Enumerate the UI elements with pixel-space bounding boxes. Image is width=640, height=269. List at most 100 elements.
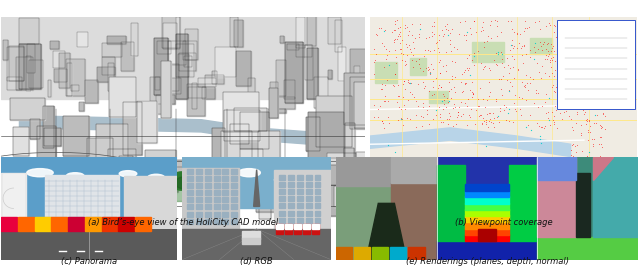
Point: [444, 42, 454, 46]
Bar: [279, 203, 285, 208]
Bar: [187, 183, 193, 188]
Point: [369, 162, 380, 166]
Point: [532, 61, 542, 66]
Point: [390, 37, 400, 41]
Point: [368, 175, 378, 179]
Point: [477, 164, 488, 169]
Point: [593, 39, 604, 43]
Point: [569, 58, 579, 62]
Point: [395, 206, 405, 210]
Point: [446, 48, 456, 53]
Point: [548, 120, 559, 124]
Point: [396, 51, 406, 55]
Point: [410, 36, 420, 40]
Point: [536, 44, 546, 48]
Bar: [155, 77, 159, 90]
Point: [486, 19, 496, 23]
Point: [574, 55, 584, 59]
Bar: [214, 183, 220, 188]
Point: [478, 172, 488, 177]
Point: [430, 186, 440, 190]
Point: [394, 40, 404, 45]
Point: [536, 104, 547, 108]
Bar: [538, 157, 638, 260]
Bar: [285, 224, 292, 234]
Point: [537, 209, 547, 213]
Point: [553, 49, 563, 54]
Point: [529, 57, 539, 61]
Point: [434, 157, 444, 161]
Point: [413, 104, 423, 108]
Point: [547, 109, 557, 114]
Bar: [339, 47, 346, 81]
Point: [547, 199, 557, 203]
Point: [505, 213, 515, 217]
Point: [538, 179, 548, 183]
Point: [460, 82, 470, 86]
Point: [381, 78, 392, 82]
Point: [417, 200, 427, 204]
Point: [511, 210, 522, 214]
Bar: [223, 219, 228, 224]
Point: [567, 143, 577, 147]
Point: [577, 149, 588, 153]
Point: [543, 54, 553, 58]
Bar: [223, 92, 259, 132]
Point: [474, 114, 484, 119]
Bar: [250, 101, 257, 112]
Bar: [26, 56, 31, 91]
Bar: [314, 182, 321, 187]
Point: [598, 161, 609, 166]
Point: [384, 190, 394, 194]
Point: [434, 60, 444, 64]
Point: [582, 200, 593, 204]
Bar: [232, 204, 237, 210]
Point: [591, 210, 601, 214]
Point: [477, 116, 488, 120]
Bar: [120, 156, 133, 180]
Point: [425, 205, 435, 209]
Bar: [54, 69, 67, 82]
Point: [580, 190, 590, 194]
Point: [575, 155, 585, 159]
Point: [449, 44, 459, 49]
Bar: [288, 203, 294, 208]
Point: [459, 202, 469, 206]
Point: [561, 207, 572, 212]
Bar: [354, 247, 370, 260]
Point: [483, 194, 493, 199]
Point: [446, 86, 456, 91]
Text: (e) Renderings (planes, depth, normal): (e) Renderings (planes, depth, normal): [406, 257, 569, 266]
Point: [380, 44, 390, 48]
Point: [427, 191, 437, 195]
Point: [431, 40, 442, 44]
Point: [582, 130, 593, 134]
Point: [452, 200, 462, 204]
Point: [429, 210, 439, 214]
Point: [584, 56, 595, 61]
Point: [467, 90, 477, 94]
Bar: [314, 77, 328, 108]
Point: [570, 210, 580, 215]
Point: [597, 187, 607, 192]
Point: [501, 118, 511, 122]
Point: [436, 28, 447, 32]
Circle shape: [68, 182, 84, 191]
Bar: [279, 189, 285, 194]
Point: [417, 105, 428, 109]
Bar: [79, 102, 84, 111]
Point: [400, 195, 410, 199]
Point: [431, 113, 441, 118]
Point: [502, 63, 513, 67]
Point: [532, 157, 542, 162]
Bar: [472, 42, 504, 62]
Point: [581, 216, 591, 220]
Point: [548, 118, 558, 123]
Bar: [436, 165, 465, 241]
Point: [393, 94, 403, 98]
Point: [400, 107, 410, 111]
Circle shape: [145, 172, 170, 186]
Point: [488, 116, 499, 120]
Point: [497, 174, 507, 179]
Ellipse shape: [91, 176, 116, 183]
